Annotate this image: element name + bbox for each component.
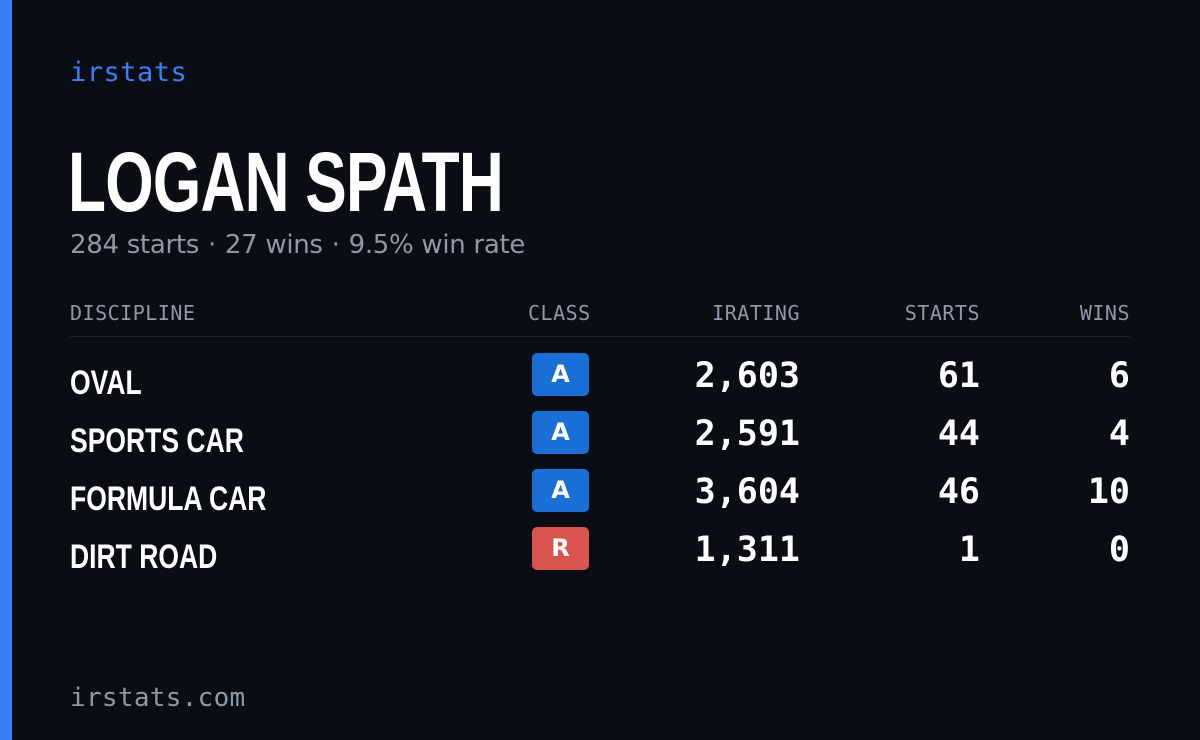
table-header: DISCIPLINE CLASS IRATING STARTS WINS	[70, 298, 1130, 337]
discipline-name: OVAL	[70, 364, 142, 402]
column-header-wins: WINS	[1079, 301, 1130, 325]
irating-value: 2,591	[694, 414, 800, 454]
starts-value: 44	[937, 414, 980, 454]
license-class-badge: R	[532, 527, 589, 570]
discipline-name: SPORTS CAR	[70, 422, 244, 460]
table-row: SPORTS CAR A 2,591 44 4	[70, 411, 1130, 469]
brand-logo-text[interactable]: irstats	[70, 57, 188, 88]
irating-value: 2,603	[694, 356, 800, 396]
table-row: FORMULA CAR A 3,604 46 10	[70, 469, 1130, 527]
driver-name: LOGAN SPATH	[68, 135, 504, 229]
license-class-badge: A	[532, 469, 589, 512]
license-class-badge: A	[532, 353, 589, 396]
discipline-name: FORMULA CAR	[70, 480, 267, 518]
win-rate: 9.5% win rate	[348, 230, 526, 260]
discipline-name: DIRT ROAD	[70, 538, 218, 576]
wins-value: 6	[1108, 356, 1130, 396]
accent-bar	[0, 0, 12, 740]
wins-value: 0	[1108, 530, 1130, 570]
column-header-starts: STARTS	[904, 301, 980, 325]
wins-total: 27 wins	[224, 230, 323, 260]
wins-value: 10	[1087, 472, 1130, 512]
column-header-irating: IRATING	[712, 301, 800, 325]
starts-total: 284 starts	[70, 230, 199, 260]
irating-value: 1,311	[694, 530, 800, 570]
summary-separator: ·	[207, 230, 216, 260]
footer-domain-link[interactable]: irstats.com	[70, 683, 246, 713]
wins-value: 4	[1108, 414, 1130, 454]
summary-separator: ·	[331, 230, 340, 260]
starts-value: 1	[958, 530, 980, 570]
table-row: OVAL A 2,603 61 6	[70, 353, 1130, 411]
starts-value: 46	[937, 472, 980, 512]
column-header-discipline: DISCIPLINE	[70, 301, 196, 325]
starts-value: 61	[937, 356, 980, 396]
column-header-class: CLASS	[528, 301, 591, 325]
license-class-badge: A	[532, 411, 589, 454]
table-row: DIRT ROAD R 1,311 1 0	[70, 527, 1130, 585]
irating-value: 3,604	[694, 472, 800, 512]
table-body: OVAL A 2,603 61 6 SPORTS CAR A 2,591 44 …	[70, 353, 1130, 585]
discipline-stats-table: DISCIPLINE CLASS IRATING STARTS WINS OVA…	[70, 298, 1130, 585]
driver-summary: 284 starts · 27 wins · 9.5% win rate	[70, 228, 525, 262]
